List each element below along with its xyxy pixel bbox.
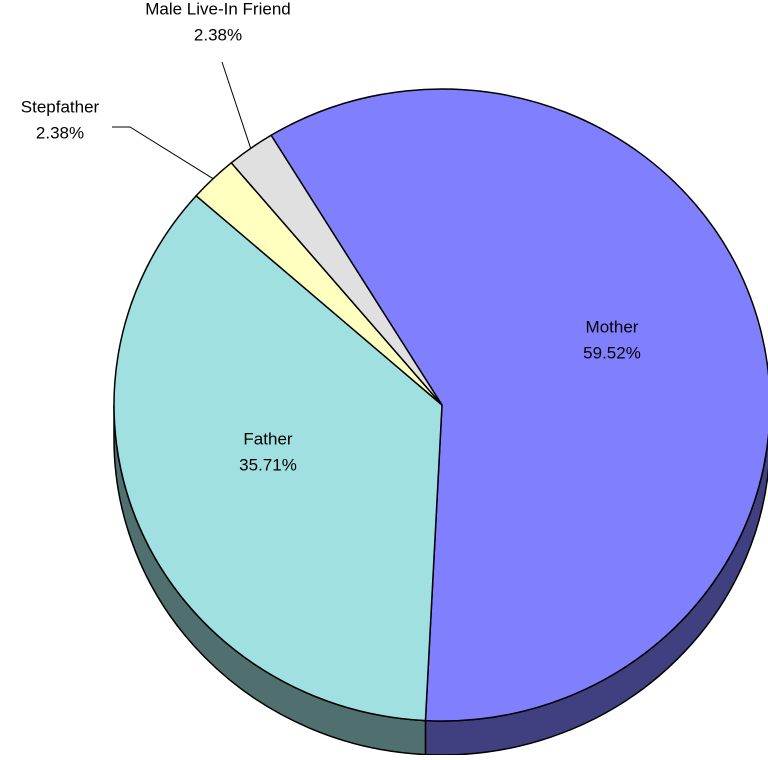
leader-line <box>221 61 252 149</box>
slice <box>113 194 443 722</box>
slice-label: Mother <box>586 317 639 336</box>
slice-value-label: 2.38% <box>194 25 242 44</box>
slice-value-label: 35.71% <box>239 455 297 474</box>
slice-label: Male Live-In Friend <box>145 0 291 18</box>
leader-line <box>112 126 214 180</box>
slice-label: Stepfather <box>21 97 100 116</box>
slice-value-label: 59.52% <box>583 343 641 362</box>
slice-value-label: 2.38% <box>36 123 84 142</box>
slice-label: Father <box>243 429 292 448</box>
slice <box>270 88 768 722</box>
slice <box>230 134 443 406</box>
